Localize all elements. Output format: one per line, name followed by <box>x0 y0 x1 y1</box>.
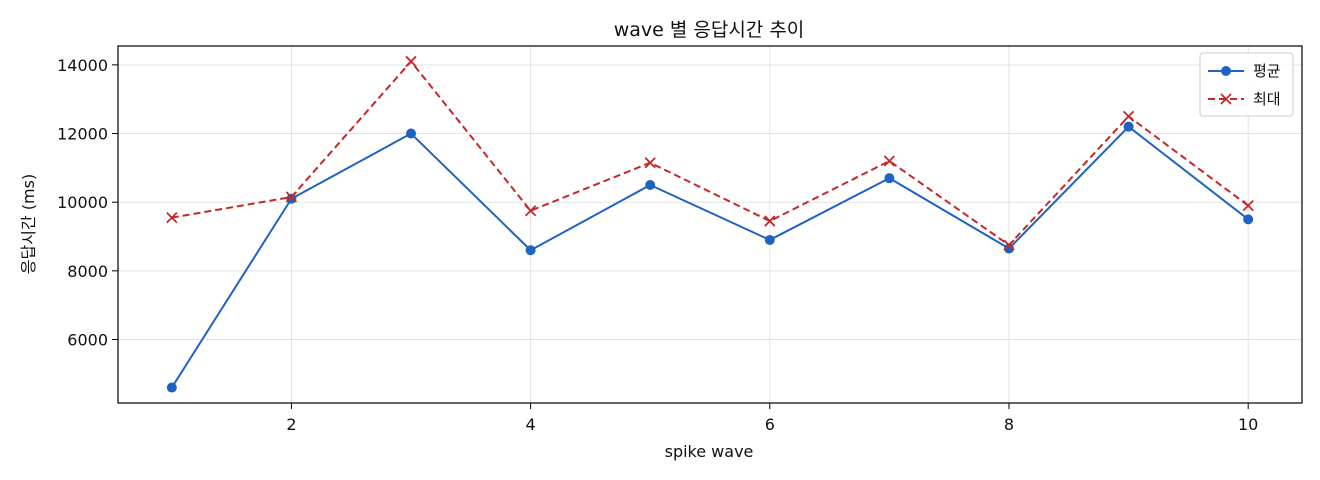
series-line <box>171 60 1249 247</box>
x-tick-label: 10 <box>1238 415 1258 434</box>
data-point <box>764 215 776 227</box>
data-point <box>406 128 417 139</box>
data-point <box>1243 214 1254 225</box>
data-point <box>525 245 536 256</box>
y-tick-label: 14000 <box>57 56 108 75</box>
series-line <box>170 125 1249 389</box>
x-axis: 2 4 6 8 10 <box>286 403 1258 434</box>
y-tick-label: 10000 <box>57 193 108 212</box>
data-point <box>286 193 297 204</box>
data-point <box>644 157 656 169</box>
series-1 <box>166 121 1254 393</box>
x-tick-label: 8 <box>1004 415 1014 434</box>
data-point <box>524 205 537 217</box>
data-point <box>285 191 298 203</box>
legend-label: 평균 <box>1253 62 1281 80</box>
data-point <box>1003 239 1015 251</box>
data-point <box>884 173 895 184</box>
x-tick-label: 2 <box>286 415 296 434</box>
y-axis-label: 응답시간 (ms) <box>19 174 38 274</box>
x-axis-label: spike wave <box>665 442 754 461</box>
y-axis: 6000 8000 10000 12000 14000 <box>57 56 118 349</box>
data-point <box>1003 243 1014 254</box>
x-tick-label: 4 <box>526 415 536 434</box>
legend-marker <box>1220 93 1232 105</box>
data-point <box>764 234 775 245</box>
y-tick-label: 8000 <box>67 262 108 281</box>
series-2 <box>166 55 1254 251</box>
series-layer <box>166 55 1254 393</box>
data-point <box>1122 110 1135 123</box>
legend-label: 최대 <box>1253 90 1281 108</box>
plot-frame <box>117 45 1303 404</box>
grid-lines <box>118 46 1302 403</box>
legend-item: 평균 <box>1208 62 1281 80</box>
data-point <box>645 180 656 191</box>
y-tick-label: 6000 <box>67 330 108 349</box>
legend-marker <box>1221 66 1231 76</box>
x-tick-label: 6 <box>765 415 775 434</box>
data-point <box>1242 199 1254 212</box>
data-point <box>166 382 177 393</box>
y-tick-label: 12000 <box>57 125 108 144</box>
legend-item: 최대 <box>1208 90 1281 108</box>
data-point <box>405 55 417 68</box>
data-point <box>883 155 896 167</box>
chart-title: wave 별 응답시간 추이 <box>614 19 805 41</box>
data-point <box>1123 121 1134 132</box>
data-point <box>166 211 178 224</box>
